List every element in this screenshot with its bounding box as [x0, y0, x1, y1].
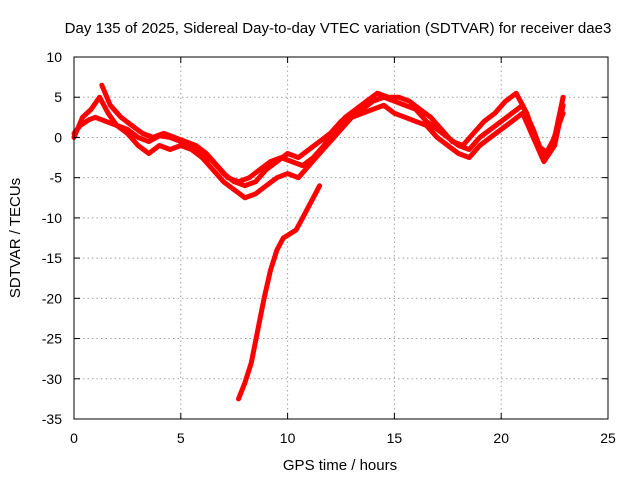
x-tick-label: 15 [387, 430, 403, 446]
y-axis-label: SDTVAR / TECUs [7, 178, 24, 298]
y-tick-label: -15 [42, 250, 62, 266]
x-axis-label: GPS time / hours [283, 457, 397, 474]
y-tick-label: 0 [54, 129, 62, 145]
y-tick-label: 10 [46, 49, 62, 65]
x-tick-label: 10 [280, 430, 296, 446]
x-tick-labels: 0 5 10 15 20 25 [70, 430, 616, 446]
y-tick-label: 5 [54, 89, 62, 105]
y-tick-label: -25 [42, 331, 62, 347]
series-arc-1 [71, 94, 566, 189]
series-group [71, 82, 566, 402]
y-tick-label: -20 [42, 290, 62, 306]
y-tick-label: -35 [42, 411, 62, 427]
y-tick-labels: 10 5 0 -5 -10 -15 -20 -25 -30 -35 [42, 49, 62, 427]
x-tick-label: 5 [177, 430, 185, 446]
grid [74, 57, 608, 419]
x-tick-label: 20 [493, 430, 509, 446]
chart-title: Day 135 of 2025, Sidereal Day-to-day VTE… [65, 20, 612, 37]
series-arc-2 [71, 94, 566, 201]
x-tick-label: 25 [600, 430, 616, 446]
x-tick-label: 0 [70, 430, 78, 446]
y-tick-label: -30 [42, 371, 62, 387]
y-tick-label: -5 [50, 170, 63, 186]
plot-frame [73, 56, 609, 420]
axis-ticks [73, 56, 609, 420]
series-arc-4 [236, 183, 323, 402]
series-arc-3 [99, 82, 566, 185]
y-tick-label: -10 [42, 210, 62, 226]
